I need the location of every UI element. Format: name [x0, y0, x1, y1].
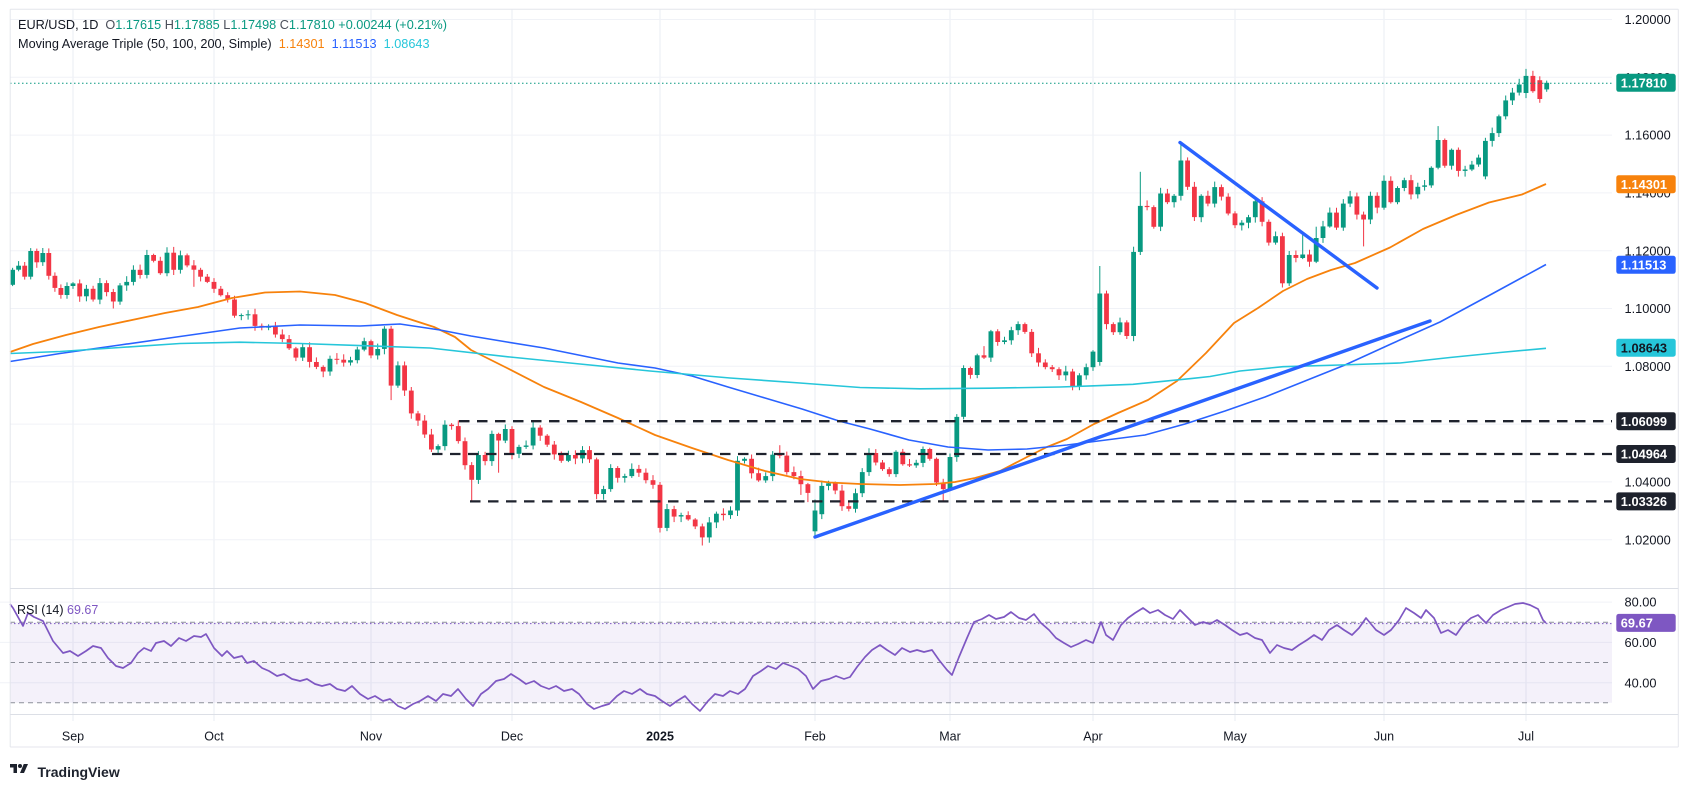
svg-text:1.17810: 1.17810 — [1621, 75, 1667, 90]
svg-text:1.08000: 1.08000 — [1625, 359, 1671, 374]
svg-text:Moving Average Triple (50, 100: Moving Average Triple (50, 100, 200, Sim… — [18, 37, 430, 51]
svg-text:1.10000: 1.10000 — [1625, 301, 1671, 316]
svg-text:1.06099: 1.06099 — [1621, 414, 1667, 429]
svg-text:1.02000: 1.02000 — [1625, 532, 1671, 547]
svg-text:Jul: Jul — [1518, 730, 1534, 744]
svg-text:Dec: Dec — [501, 730, 523, 744]
svg-text:1.16000: 1.16000 — [1625, 128, 1671, 143]
svg-text:RSI (14) 69.67: RSI (14) 69.67 — [17, 603, 98, 617]
svg-text:Oct: Oct — [204, 730, 224, 744]
svg-text:1.04964: 1.04964 — [1621, 447, 1668, 462]
svg-text:1.20000: 1.20000 — [1625, 12, 1671, 27]
svg-text:1.14301: 1.14301 — [1621, 177, 1667, 192]
svg-text:80.00: 80.00 — [1625, 595, 1657, 610]
svg-text:40.00: 40.00 — [1625, 675, 1657, 690]
svg-text:Mar: Mar — [939, 730, 961, 744]
svg-text:EUR/USD, 1D O1.17615 H1.17885: EUR/USD, 1D O1.17615 H1.17885 L1.17498 C… — [18, 18, 447, 32]
svg-text:2025: 2025 — [646, 730, 674, 744]
svg-text:1.08643: 1.08643 — [1621, 340, 1667, 355]
svg-text:1.03326: 1.03326 — [1621, 494, 1667, 509]
svg-text:TradingView: TradingView — [38, 764, 120, 780]
svg-text:1.11513: 1.11513 — [1621, 257, 1667, 272]
svg-text:60.00: 60.00 — [1625, 635, 1657, 650]
svg-text:Feb: Feb — [804, 730, 826, 744]
svg-text:Nov: Nov — [360, 730, 383, 744]
svg-text:Jun: Jun — [1374, 730, 1394, 744]
svg-text:Sep: Sep — [62, 730, 84, 744]
svg-text:1.04000: 1.04000 — [1625, 475, 1671, 490]
svg-text:May: May — [1223, 730, 1247, 744]
svg-text:69.67: 69.67 — [1621, 616, 1653, 631]
svg-text:Apr: Apr — [1083, 730, 1102, 744]
svg-text:1.12000: 1.12000 — [1625, 243, 1671, 258]
